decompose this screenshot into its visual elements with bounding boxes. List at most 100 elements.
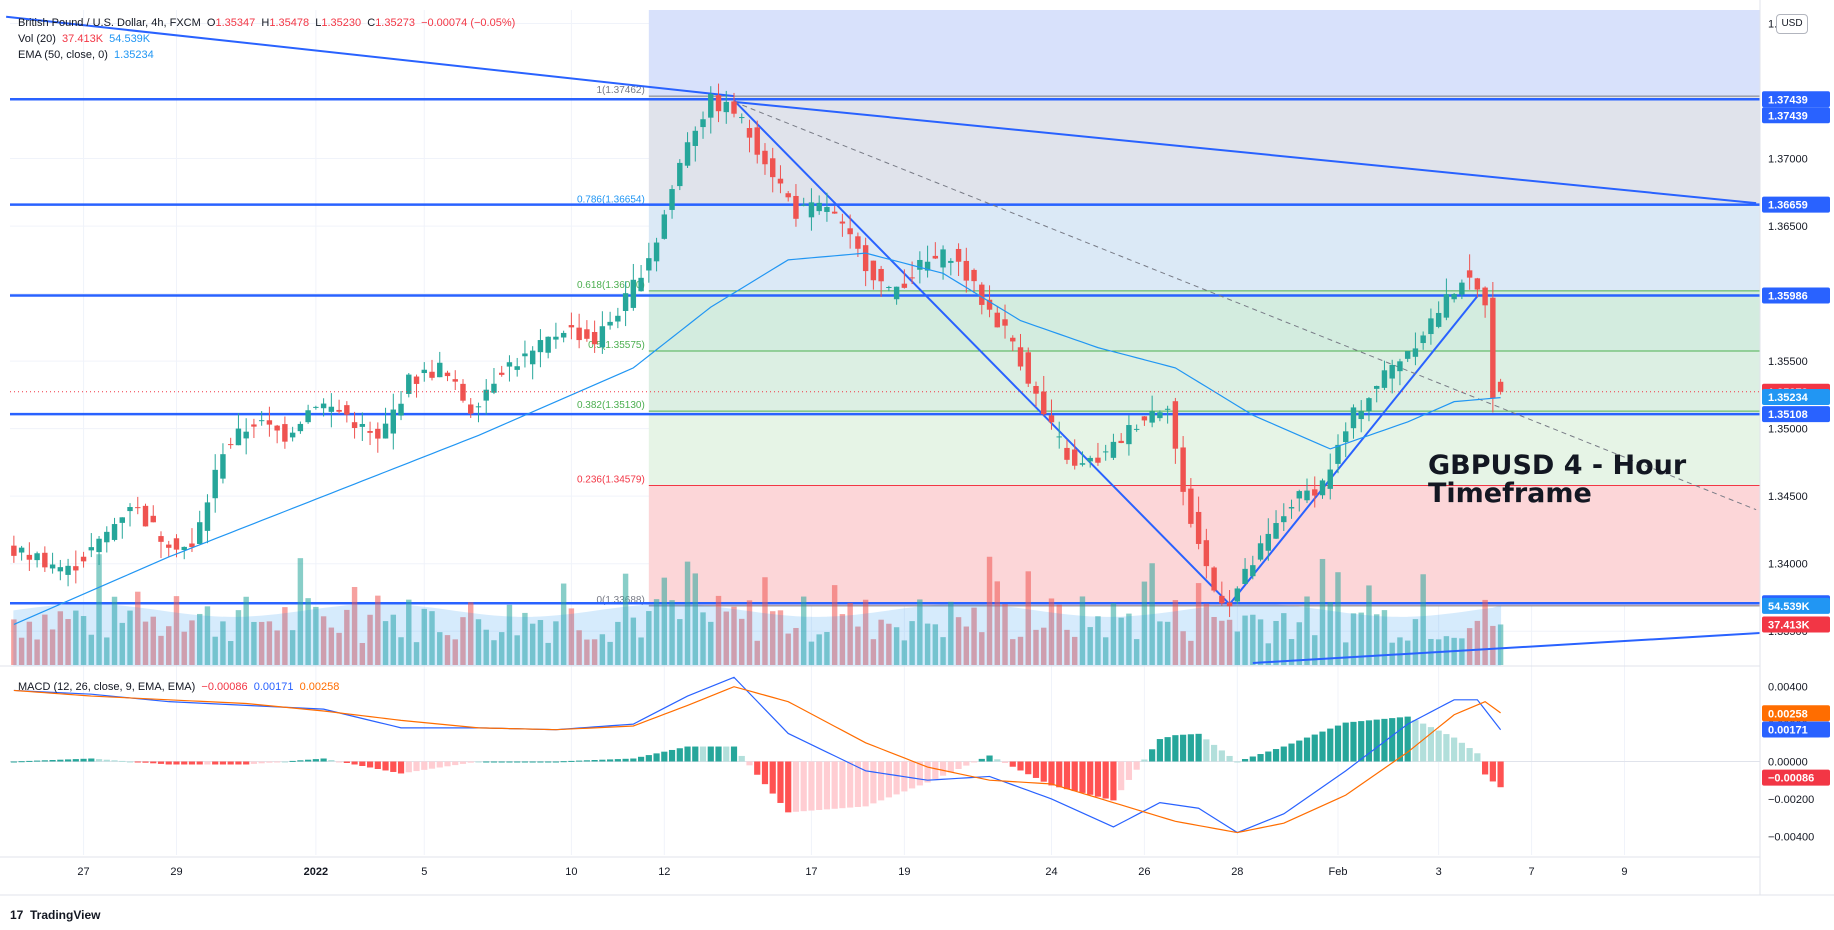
- candle-body: [1389, 364, 1395, 379]
- candle-body: [1358, 411, 1364, 420]
- macd-histogram-bar: [994, 759, 1001, 762]
- price-tag-text: 1.37439: [1768, 110, 1808, 122]
- macd-histogram-bar: [506, 761, 513, 763]
- macd-histogram-bar: [1118, 761, 1125, 791]
- macd-histogram-bar: [1040, 761, 1047, 782]
- candle-body: [1226, 602, 1233, 607]
- volume-bar: [173, 596, 180, 665]
- macd-histogram-bar: [939, 761, 947, 776]
- volume-bar: [622, 573, 629, 665]
- candle: [770, 147, 776, 193]
- macd-histogram-bar: [366, 761, 374, 768]
- volume-bar: [1242, 615, 1248, 665]
- candle-body: [677, 162, 683, 187]
- candle: [1041, 375, 1047, 416]
- volume-bar: [1102, 637, 1109, 665]
- macd-histogram-bar: [428, 761, 436, 769]
- candle-body: [1056, 436, 1062, 438]
- time-tick-label: 9: [1621, 866, 1627, 878]
- candle: [359, 412, 366, 441]
- macd-histogram-bar: [173, 761, 180, 765]
- volume-bar: [630, 617, 637, 665]
- volume-tag-bg: [1762, 616, 1830, 633]
- candle: [1343, 422, 1349, 458]
- candle-body: [1420, 335, 1426, 344]
- open-value: 1.35347: [215, 17, 256, 29]
- candle-body: [227, 444, 234, 446]
- macd-histogram-bar: [1195, 733, 1202, 762]
- ema-legend[interactable]: EMA (50, close, 0) 1.35234: [18, 49, 154, 61]
- macd-histogram-bar: [490, 761, 498, 763]
- time-tick-label: 27: [77, 866, 89, 878]
- candle: [1428, 308, 1434, 345]
- candle: [1017, 333, 1024, 371]
- macd-histogram-bar: [521, 761, 529, 763]
- candle-body: [34, 553, 40, 561]
- macd-tag-text: 0.00171: [1768, 725, 1808, 737]
- candle: [1373, 385, 1380, 403]
- candle-body: [181, 546, 187, 551]
- price-tag-text: 1.35108: [1768, 409, 1808, 421]
- macd-legend[interactable]: MACD (12, 26, close, 9, EMA, EMA) −0.000…: [18, 681, 340, 693]
- candle-body: [1350, 407, 1357, 429]
- volume-bar: [1033, 629, 1039, 665]
- volume-bar: [684, 561, 691, 665]
- candle-body: [413, 376, 420, 384]
- volume-bar: [1335, 572, 1341, 665]
- candle: [638, 265, 644, 292]
- volume-ma-tag-text: 54.539K: [1768, 601, 1810, 613]
- candle-body: [607, 321, 613, 326]
- candle: [553, 322, 559, 349]
- candle-body: [274, 425, 280, 431]
- volume-bar: [73, 610, 79, 665]
- volume-bar: [1420, 574, 1426, 665]
- candle-body: [700, 119, 706, 128]
- macd-histogram-bar: [1373, 719, 1380, 762]
- volume-bar: [762, 577, 768, 665]
- candle: [839, 213, 846, 237]
- candle-body: [1211, 567, 1217, 591]
- candle: [948, 258, 954, 276]
- tradingview-logo[interactable]: 17 TradingView: [10, 908, 101, 922]
- volume-bar: [1010, 639, 1016, 665]
- candle: [979, 282, 985, 315]
- candle-body: [506, 362, 513, 367]
- candle-body: [1335, 444, 1341, 464]
- volume-bar: [1149, 563, 1155, 665]
- macd-histogram-bar: [622, 758, 629, 762]
- price-tag: 1.37439: [1762, 91, 1830, 108]
- volume-bar: [1265, 643, 1272, 665]
- candle-body: [893, 286, 900, 300]
- volume-bar: [49, 629, 56, 665]
- volume-bar: [1366, 585, 1372, 665]
- candle-body: [452, 379, 458, 382]
- volume-bar: [746, 600, 753, 665]
- volume-bar: [1195, 583, 1202, 665]
- candle-body: [1180, 447, 1186, 492]
- volume-bar: [375, 595, 381, 665]
- candle-body: [878, 268, 884, 282]
- candle: [26, 542, 33, 571]
- macd-histogram-bar: [41, 760, 48, 762]
- candle: [96, 535, 102, 565]
- candle-body: [715, 95, 722, 112]
- candle-body: [197, 522, 203, 544]
- macd-histogram-bar: [452, 761, 459, 766]
- volume-bars: [11, 554, 1504, 666]
- candle: [150, 505, 156, 523]
- volume-bar: [1497, 624, 1504, 665]
- candle-body: [793, 195, 799, 219]
- macd-histogram-bar: [1350, 721, 1357, 762]
- candle: [715, 83, 722, 123]
- candle: [282, 416, 288, 449]
- macd-histogram-bar: [1149, 749, 1156, 762]
- currency-badge[interactable]: USD: [1776, 14, 1808, 34]
- macd-histogram-bar: [1180, 734, 1187, 762]
- macd-histogram-bar: [970, 761, 978, 763]
- price-tag-bg: [1762, 107, 1830, 124]
- candle-body: [158, 536, 164, 542]
- candle: [1420, 331, 1426, 350]
- volume-legend[interactable]: Vol (20) 37.413K 54.539K: [18, 33, 151, 45]
- macd-histogram-bar: [1133, 761, 1140, 770]
